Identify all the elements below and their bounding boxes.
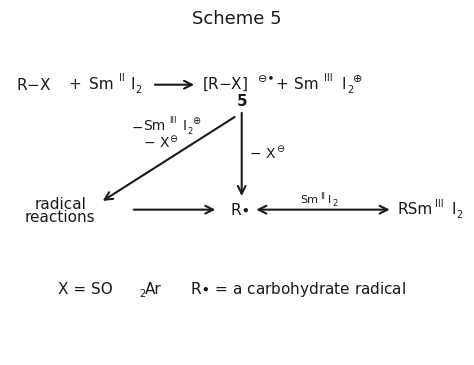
Text: R$\bullet$ = a carbohydrate radical: R$\bullet$ = a carbohydrate radical — [190, 280, 406, 299]
Text: 2: 2 — [347, 85, 353, 96]
Text: $\ominus$: $\ominus$ — [257, 73, 267, 84]
Text: III: III — [324, 73, 333, 83]
Text: $\oplus$: $\oplus$ — [352, 73, 362, 84]
Text: 5: 5 — [237, 93, 247, 108]
Text: reactions: reactions — [25, 211, 96, 226]
Text: +: + — [275, 77, 288, 92]
Text: I: I — [130, 77, 135, 92]
Text: III: III — [435, 199, 444, 208]
Text: II: II — [320, 192, 325, 201]
Text: 2: 2 — [332, 199, 337, 208]
Text: I: I — [183, 119, 187, 133]
Text: Ar: Ar — [145, 282, 162, 297]
Text: RSm: RSm — [397, 202, 432, 217]
Text: I: I — [342, 77, 346, 92]
Text: $-$: $-$ — [131, 119, 143, 133]
Text: 2: 2 — [188, 127, 193, 135]
Text: $-$ X: $-$ X — [249, 146, 276, 161]
Text: R$\bullet$: R$\bullet$ — [230, 202, 249, 218]
Text: 2: 2 — [135, 85, 141, 96]
Text: $\ominus$: $\ominus$ — [276, 143, 285, 154]
Text: $\oplus$: $\oplus$ — [192, 115, 201, 126]
Text: $-$ X: $-$ X — [143, 136, 170, 150]
Text: radical: radical — [34, 197, 86, 212]
Text: Scheme 5: Scheme 5 — [192, 11, 282, 28]
Text: Sm: Sm — [89, 77, 113, 92]
Text: $\ominus$: $\ominus$ — [169, 133, 178, 144]
Text: I: I — [328, 195, 331, 205]
Text: Sm: Sm — [301, 195, 319, 205]
Text: X = SO: X = SO — [58, 282, 113, 297]
Text: [R$\mathsf{-}$X]: [R$\mathsf{-}$X] — [201, 76, 247, 93]
Text: II: II — [119, 73, 125, 83]
Text: I: I — [451, 202, 456, 217]
Text: Sm: Sm — [293, 77, 318, 92]
Text: +: + — [68, 77, 81, 92]
Text: III: III — [169, 116, 176, 126]
Text: Sm: Sm — [143, 119, 165, 133]
Text: R$\mathsf{-}$X: R$\mathsf{-}$X — [16, 77, 51, 93]
Text: 2: 2 — [456, 210, 462, 220]
Text: 2: 2 — [139, 289, 145, 299]
Text: $\bullet$: $\bullet$ — [266, 70, 274, 83]
